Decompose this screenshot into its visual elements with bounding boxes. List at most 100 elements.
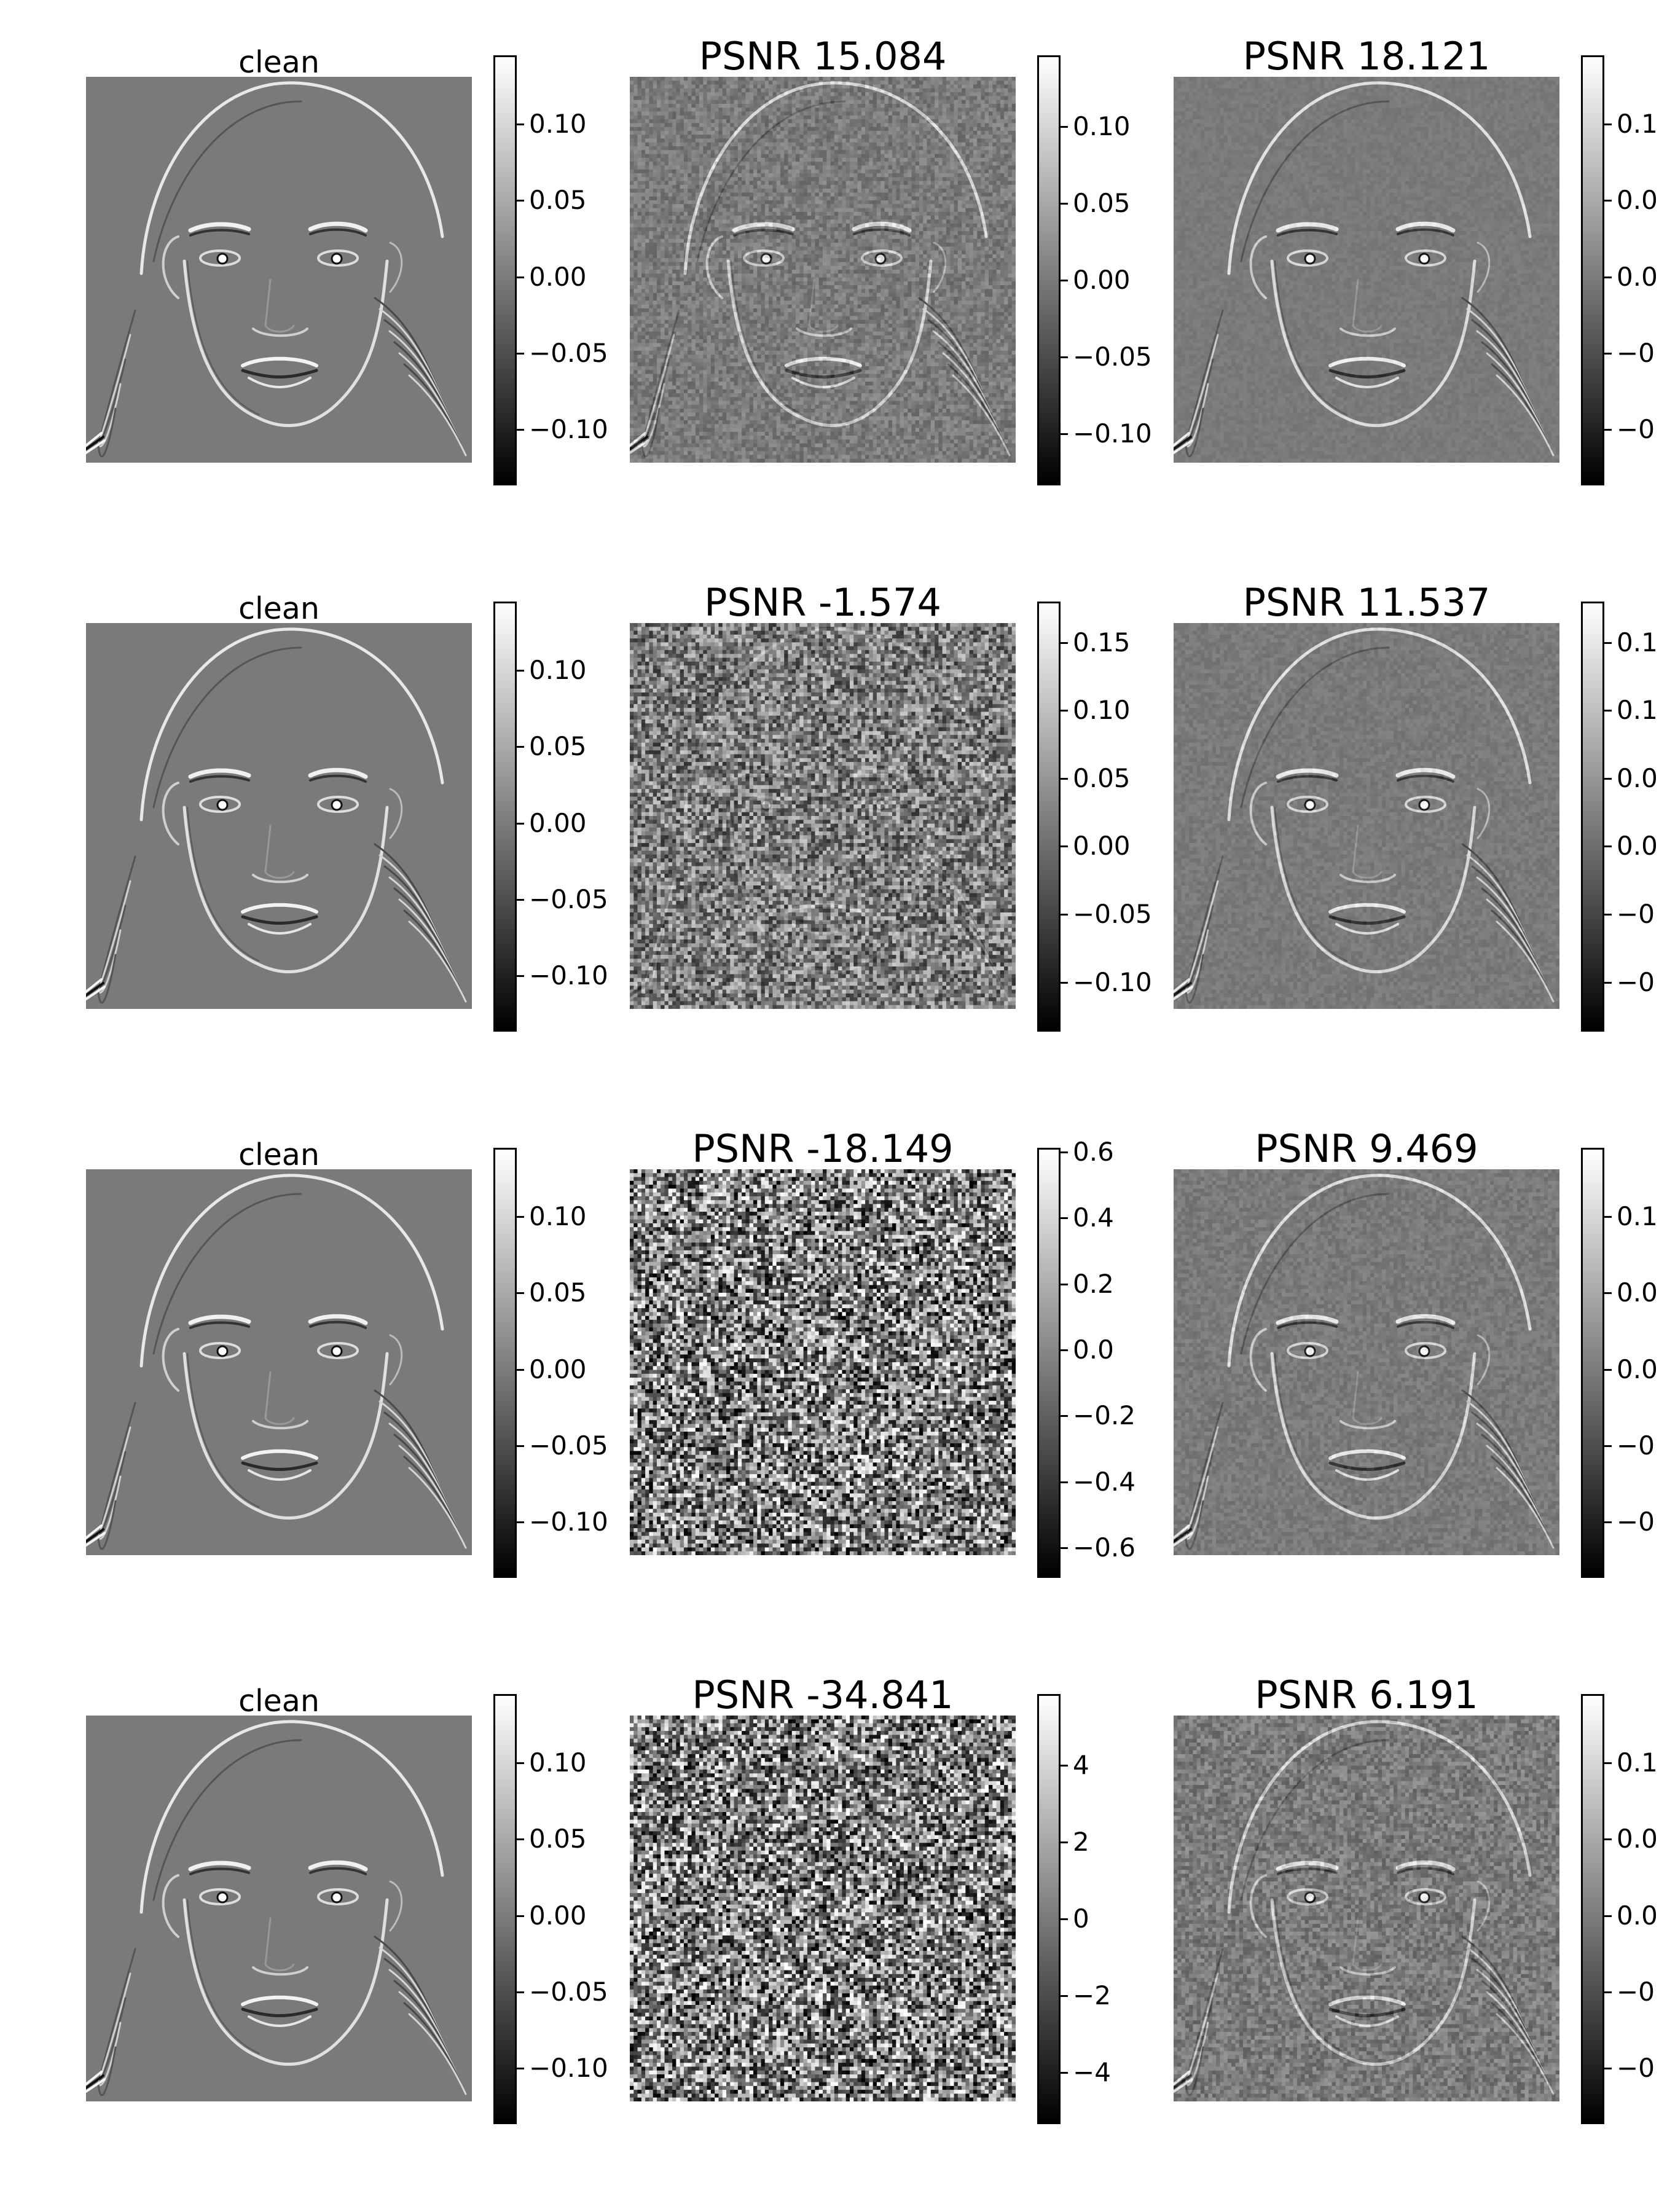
colorbar-tick-label: 4 — [1073, 1752, 1089, 1778]
panel-title-psnr: PSNR -18.149 — [630, 1130, 1016, 1168]
colorbar-tick-label: 0.0 — [1617, 264, 1658, 290]
panel-title-psnr: PSNR 11.537 — [1174, 584, 1559, 622]
colorbar — [493, 1148, 517, 1578]
colorbar-tick — [1061, 1284, 1068, 1285]
colorbar-tick-label: −0.10 — [529, 1509, 608, 1535]
colorbar-tick — [517, 200, 524, 202]
colorbar-tick — [1061, 1151, 1068, 1153]
panel-title-clean: clean — [86, 1686, 472, 1716]
colorbar-tick — [517, 899, 524, 901]
colorbar-tick-label: 0.1 — [1617, 111, 1658, 137]
colorbar-tick — [1061, 203, 1068, 205]
colorbar-tick-label: −0 — [1617, 417, 1655, 442]
colorbar-tick — [1061, 1217, 1068, 1219]
colorbar-tick-label: −0.05 — [529, 340, 608, 366]
colorbar-tick — [517, 823, 524, 825]
colorbar-tick — [1604, 778, 1612, 780]
colorbar-tick — [1604, 845, 1612, 847]
colorbar — [1581, 55, 1604, 485]
colorbar-tick — [1061, 1918, 1068, 1920]
colorbar-tick-label: −0 — [1617, 1509, 1655, 1535]
colorbar — [1581, 1694, 1604, 2124]
colorbar-tick-label: −2 — [1073, 1983, 1111, 2009]
colorbar-tick-label: 0.00 — [1073, 833, 1131, 859]
colorbar-tick — [1604, 1369, 1612, 1371]
colorbar-tick — [1061, 778, 1068, 780]
colorbar-tick-label: −0.10 — [529, 417, 608, 442]
colorbar-tick — [517, 429, 524, 431]
colorbar-tick-label: 0.1 — [1617, 1204, 1658, 1230]
colorbar-tick — [1061, 1995, 1068, 1997]
colorbar-tick — [1061, 1349, 1068, 1351]
colorbar-tick-label: 0.1 — [1617, 1750, 1658, 1776]
colorbar-tick — [1604, 1521, 1612, 1523]
colorbar-tick — [1604, 2068, 1612, 2069]
colorbar-tick — [1604, 124, 1612, 125]
colorbar-tick — [517, 353, 524, 355]
colorbar-tick — [517, 670, 524, 672]
face-edge-map-noisy — [630, 1169, 1016, 1555]
colorbar-tick-label: −0.10 — [1073, 970, 1152, 995]
colorbar-tick — [517, 1292, 524, 1294]
colorbar-tick — [1604, 200, 1612, 202]
panel-title-psnr: PSNR -1.574 — [630, 584, 1016, 622]
colorbar-tick — [1061, 845, 1068, 847]
colorbar-tick-label: −0.2 — [1073, 1403, 1135, 1429]
colorbar-tick-label: 0.05 — [529, 734, 587, 759]
colorbar-tick — [1061, 126, 1068, 128]
colorbar-tick-label: −0 — [1617, 1433, 1655, 1459]
colorbar-tick-label: −0.05 — [1073, 344, 1152, 370]
colorbar-tick — [1604, 353, 1612, 355]
colorbar-tick — [517, 276, 524, 278]
colorbar-tick — [1604, 1991, 1612, 1993]
colorbar-tick — [1604, 1292, 1612, 1294]
colorbar-tick — [1604, 982, 1612, 984]
colorbar-tick-label: 0.0 — [1617, 833, 1658, 859]
colorbar-tick — [1604, 1838, 1612, 1840]
colorbar-tick-label: 0.0 — [1617, 1280, 1658, 1306]
colorbar-tick-label: −0 — [1617, 901, 1655, 927]
colorbar-tick — [517, 1216, 524, 1218]
colorbar-tick-label: 0.05 — [529, 187, 587, 213]
face-edge-map-denoised — [1174, 1716, 1559, 2101]
colorbar-tick-label: 0.2 — [1073, 1271, 1114, 1297]
colorbar-tick — [1061, 1547, 1068, 1549]
colorbar-tick — [1061, 914, 1068, 916]
panel-title-clean: clean — [86, 1140, 472, 1170]
colorbar-tick-label: 0.05 — [529, 1280, 587, 1306]
colorbar-tick-label: −0.05 — [529, 1433, 608, 1459]
colorbar-tick — [1604, 429, 1612, 431]
colorbar-tick-label: 0.05 — [1073, 766, 1131, 791]
colorbar-tick-label: 0.10 — [529, 111, 587, 137]
colorbar-tick-label: 0.05 — [1073, 190, 1131, 216]
colorbar-tick — [517, 1915, 524, 1917]
colorbar-tick — [1061, 1415, 1068, 1417]
face-edge-map-noisy — [630, 77, 1016, 463]
colorbar-tick-label: −0.05 — [1073, 901, 1152, 927]
colorbar-tick-label: 0.1 — [1617, 697, 1658, 723]
colorbar-tick-label: 0.05 — [529, 1826, 587, 1852]
colorbar-tick-label: −0.6 — [1073, 1535, 1135, 1561]
colorbar-tick — [517, 1445, 524, 1447]
colorbar-tick-label: 0.15 — [1073, 630, 1131, 656]
colorbar — [493, 602, 517, 1032]
colorbar-tick-label: −4 — [1073, 2060, 1111, 2085]
colorbar — [1581, 602, 1604, 1032]
face-edge-map-denoised — [1174, 77, 1559, 463]
panel-title-psnr: PSNR 18.121 — [1174, 37, 1559, 76]
colorbar-tick-label: −0.05 — [529, 1979, 608, 2005]
colorbar — [1037, 1148, 1061, 1578]
colorbar-tick-label: −0 — [1617, 1979, 1655, 2005]
face-edge-map-clean — [86, 623, 472, 1009]
panel-title-clean: clean — [86, 594, 472, 624]
face-edge-map-noisy — [630, 623, 1016, 1009]
colorbar-tick — [1061, 2072, 1068, 2074]
colorbar-tick — [1061, 1841, 1068, 1843]
colorbar-tick-label: −0 — [1617, 340, 1655, 366]
colorbar-tick — [1604, 1762, 1612, 1764]
colorbar-tick-label: −0 — [1617, 2055, 1655, 2081]
colorbar-tick-label: 0.0 — [1617, 1903, 1658, 1929]
face-edge-map-denoised — [1174, 623, 1559, 1009]
colorbar-tick — [1604, 1915, 1612, 1917]
colorbar-tick-label: 0.0 — [1617, 1826, 1658, 1852]
